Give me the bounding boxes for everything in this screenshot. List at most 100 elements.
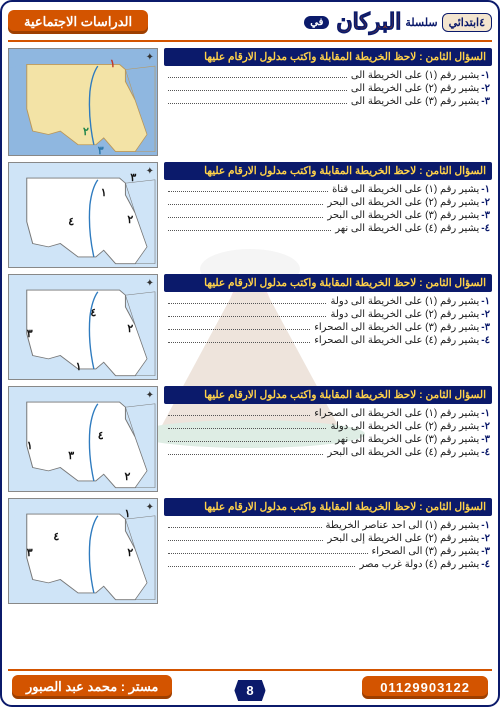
item-number: ١- xyxy=(481,184,490,195)
question-line: ٣-يشير رقم (٣) على الخريطة الى الصحراء xyxy=(166,322,490,333)
content-area: السؤال الثامن : لاحظ الخريطة المقابلة وا… xyxy=(8,48,492,663)
answer-blank[interactable] xyxy=(168,520,322,528)
item-text: يشير رقم (٣) على الخريطة الى xyxy=(351,96,479,107)
map-thumbnail: ✦١٢٣٤ xyxy=(8,386,158,492)
phone-ribbon: 01129903122 xyxy=(362,676,488,699)
item-text: يشير رقم (٢) على الخريطة الى البحر xyxy=(327,197,479,208)
answer-blank[interactable] xyxy=(168,546,368,554)
map-thumbnail: ✦١٢٣ xyxy=(8,48,158,156)
question-block: السؤال الثامن : لاحظ الخريطة المقابلة وا… xyxy=(8,274,492,380)
question-items: ١-يشير رقم (١) على الخريطة الى الصحراء٢-… xyxy=(164,404,492,458)
brand-name: البركان xyxy=(336,9,401,35)
item-text: يشير رقم (١) الى احد عناصر الخريطة xyxy=(326,520,480,531)
map-marker: ٣ xyxy=(130,171,136,184)
question-line: ٤-يشير رقم (٤) على الخريطة الى الصحراء xyxy=(166,335,490,346)
question-line: ٤-يشير رقم (٤) على الخريطة الى نهر xyxy=(166,223,490,234)
map-marker: ١ xyxy=(76,360,82,373)
question-bar: السؤال الثامن : لاحظ الخريطة المقابلة وا… xyxy=(164,48,492,66)
item-number: ٤- xyxy=(481,559,490,570)
compass-icon: ✦ xyxy=(146,502,154,513)
answer-blank[interactable] xyxy=(168,322,310,330)
item-text: يشير رقم (٤) على الخريطة الى البحر xyxy=(327,447,479,458)
item-text: يشير رقم (٢) على الخريطة الى دولة xyxy=(330,421,479,432)
map-marker: ٤ xyxy=(53,530,59,543)
item-text: يشير رقم (٣) الى الصحراء xyxy=(372,546,480,557)
question-bar: السؤال الثامن : لاحظ الخريطة المقابلة وا… xyxy=(164,162,492,180)
question-block: السؤال الثامن : لاحظ الخريطة المقابلة وا… xyxy=(8,162,492,268)
question-line: ٣-يشير رقم (٣) على الخريطة الى نهر xyxy=(166,434,490,445)
answer-blank[interactable] xyxy=(168,408,310,416)
item-text: يشير رقم (١) على الخريطة الى xyxy=(351,70,479,81)
answer-blank[interactable] xyxy=(168,184,328,192)
question-line: ٣-يشير رقم (٣) على الخريطة الى البحر xyxy=(166,210,490,221)
map-marker: ٤ xyxy=(90,306,96,319)
question-items: ١-يشير رقم (١) على الخريطة الى قناة٢-يشي… xyxy=(164,180,492,234)
question-line: ٢-يشير رقم (٢) على الخريطة الى دولة xyxy=(166,309,490,320)
question-line: ١-يشير رقم (١) الى احد عناصر الخريطة xyxy=(166,520,490,531)
map-marker: ٣ xyxy=(27,546,33,559)
compass-icon: ✦ xyxy=(146,278,154,289)
item-text: يشير رقم (٢) على الخريطة الى دولة xyxy=(330,309,479,320)
answer-blank[interactable] xyxy=(168,96,347,104)
question-block: السؤال الثامن : لاحظ الخريطة المقابلة وا… xyxy=(8,48,492,156)
question-line: ١-يشير رقم (١) على الخريطة الى قناة xyxy=(166,184,490,195)
answer-blank[interactable] xyxy=(168,210,323,218)
item-text: يشير رقم (٣) على الخريطة الى البحر xyxy=(327,210,479,221)
in-badge: في xyxy=(304,16,329,29)
item-number: ٢- xyxy=(481,197,490,208)
page-number: 8 xyxy=(234,680,265,701)
item-number: ٤- xyxy=(481,335,490,346)
answer-blank[interactable] xyxy=(168,309,326,317)
item-text: يشير رقم (١) على الخريطة الى دولة xyxy=(330,296,479,307)
map-marker: ٣ xyxy=(68,449,74,462)
map-marker: ٢ xyxy=(124,470,130,483)
item-number: ٢- xyxy=(481,309,490,320)
item-number: ٤- xyxy=(481,223,490,234)
item-number: ٣- xyxy=(481,96,490,107)
series-label: سلسلة xyxy=(405,16,437,29)
item-number: ٣- xyxy=(481,322,490,333)
item-text: يشير رقم (٢) على الخريطة الى xyxy=(351,83,479,94)
item-number: ١- xyxy=(481,520,490,531)
map-thumbnail: ✦١٢٣٤ xyxy=(8,274,158,380)
question-line: ٤-يشير رقم (٤) دولة غرب مصر xyxy=(166,559,490,570)
question-line: ١-يشير رقم (١) على الخريطة الى دولة xyxy=(166,296,490,307)
question-items: ١-يشير رقم (١) الى احد عناصر الخريطة٢-يش… xyxy=(164,516,492,570)
question-line: ١-يشير رقم (١) على الخريطة الى الصحراء xyxy=(166,408,490,419)
question-bar: السؤال الثامن : لاحظ الخريطة المقابلة وا… xyxy=(164,274,492,292)
question-side: السؤال الثامن : لاحظ الخريطة المقابلة وا… xyxy=(164,274,492,348)
answer-blank[interactable] xyxy=(168,559,355,567)
compass-icon: ✦ xyxy=(146,390,154,401)
question-line: ٢-يشير رقم (٢) على الخريطة الى البحر xyxy=(166,197,490,208)
item-text: يشير رقم (٤) دولة غرب مصر xyxy=(359,559,479,570)
item-number: ٢- xyxy=(481,533,490,544)
item-number: ٣- xyxy=(481,546,490,557)
answer-blank[interactable] xyxy=(168,197,323,205)
question-items: ١-يشير رقم (١) على الخريطة الى٢-يشير رقم… xyxy=(164,66,492,107)
question-side: السؤال الثامن : لاحظ الخريطة المقابلة وا… xyxy=(164,498,492,572)
answer-blank[interactable] xyxy=(168,447,323,455)
answer-blank[interactable] xyxy=(168,533,323,541)
answer-blank[interactable] xyxy=(168,83,347,91)
compass-icon: ✦ xyxy=(146,166,154,177)
teacher-ribbon: مستر : محمد عبد الصبور xyxy=(12,675,172,699)
map-marker: ٢ xyxy=(127,322,133,335)
compass-icon: ✦ xyxy=(146,52,154,63)
item-number: ١- xyxy=(481,408,490,419)
answer-blank[interactable] xyxy=(168,70,347,78)
footer: 01129903122 8 مستر : محمد عبد الصبور xyxy=(2,665,498,705)
map-marker: ١ xyxy=(101,186,107,199)
item-text: يشير رقم (١) على الخريطة الى الصحراء xyxy=(314,408,479,419)
item-text: يشير رقم (١) على الخريطة الى قناة xyxy=(332,184,479,195)
map-thumbnail: ✦١٢٣٤ xyxy=(8,498,158,604)
item-number: ١- xyxy=(481,70,490,81)
map-marker: ٢ xyxy=(83,125,89,138)
map-marker: ١ xyxy=(27,439,33,452)
answer-blank[interactable] xyxy=(168,434,331,442)
answer-blank[interactable] xyxy=(168,421,326,429)
grade-badge: ٤ابتدائي xyxy=(442,13,492,32)
answer-blank[interactable] xyxy=(168,335,310,343)
answer-blank[interactable] xyxy=(168,296,326,304)
answer-blank[interactable] xyxy=(168,223,331,231)
question-bar: السؤال الثامن : لاحظ الخريطة المقابلة وا… xyxy=(164,498,492,516)
